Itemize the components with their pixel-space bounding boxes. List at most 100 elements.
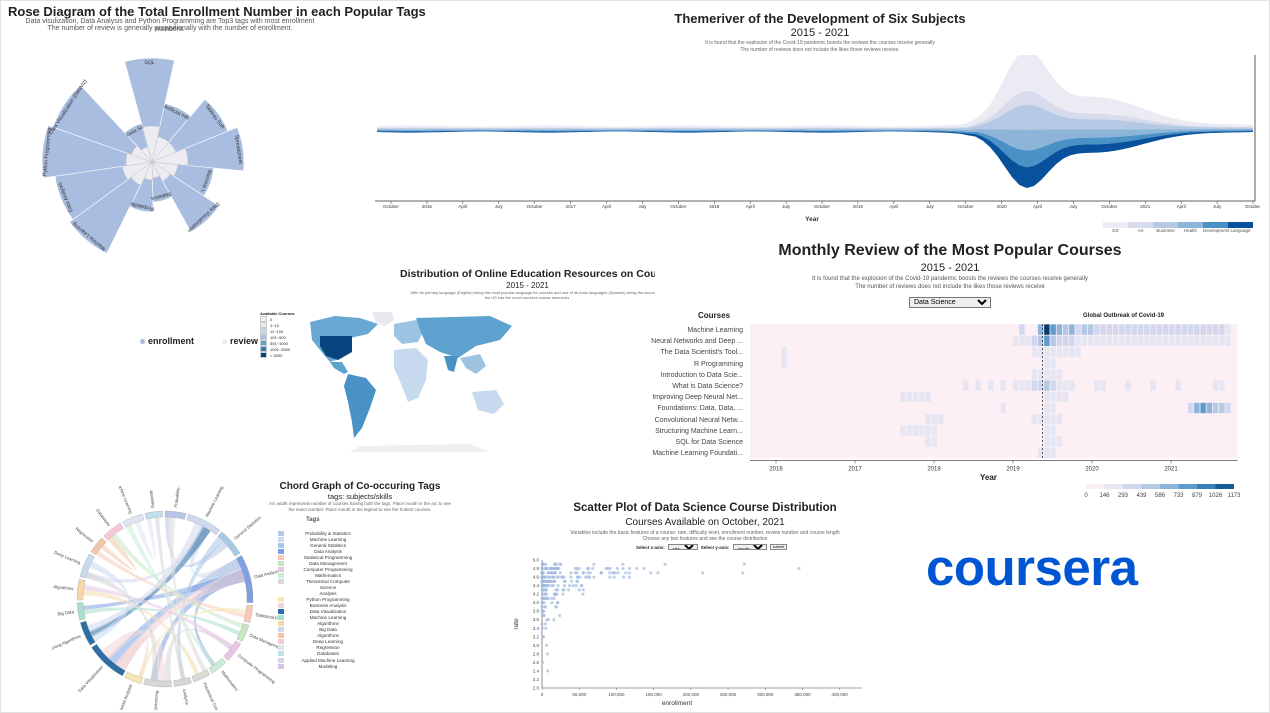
scatter-point[interactable] [545,618,549,622]
heatmap-cell[interactable] [1037,335,1044,346]
scatter-point[interactable] [575,571,579,575]
scatter-point[interactable] [561,588,565,592]
scatter-point[interactable] [553,562,557,566]
heatmap-cell[interactable] [1062,324,1069,335]
scatter-point[interactable] [544,588,548,592]
heatmap-cell[interactable] [1212,335,1219,346]
heatmap-cell[interactable] [1050,358,1056,369]
map-russia-asia[interactable] [416,316,512,358]
scatter-point[interactable] [554,605,558,609]
heatmap-cell[interactable] [1069,335,1075,346]
chord-legend-item[interactable]: Algorithms [278,633,369,639]
map-europe[interactable] [394,320,424,344]
heatmap-cell[interactable] [919,425,925,436]
heatmap-cell[interactable] [1031,380,1038,391]
heatmap-cell[interactable] [1075,335,1081,346]
heatmap-cell[interactable] [1044,414,1050,425]
heatmap-cell[interactable] [1069,346,1075,358]
chord-legend-item[interactable]: Theoretical Computer [278,578,369,584]
chord-arc[interactable] [143,678,172,688]
map-africa[interactable] [394,348,428,402]
scatter-point[interactable] [540,579,545,583]
heatmap-cell[interactable] [1056,335,1063,346]
scatter-point[interactable] [608,575,612,579]
themeriver-layer[interactable] [377,104,1253,131]
rose-review-wedge[interactable] [125,153,153,166]
heatmap-cell[interactable] [1050,436,1056,447]
scatter-point[interactable] [542,613,546,618]
scatter-point[interactable] [552,579,556,583]
heatmap-cell[interactable] [919,391,925,402]
scatter-point[interactable] [544,575,548,579]
chord-arc[interactable] [144,510,163,520]
heatmap-cell[interactable] [1112,324,1119,335]
course-category-dropdown[interactable]: Data Science [909,297,991,308]
chord-arc[interactable] [124,671,143,684]
heatmap-cell[interactable] [1194,402,1200,414]
course-label[interactable]: Neural Networks and Deep ... [651,338,743,346]
heatmap-cell[interactable] [1044,335,1050,346]
heatmap-cell[interactable] [1150,335,1156,346]
chord-legend-item[interactable]: General Statistics [278,542,369,548]
course-label[interactable]: Machine Learning [687,327,743,334]
scatter-point[interactable] [621,562,625,566]
scatter-point[interactable] [549,584,553,588]
rose-enrollment-wedge[interactable] [69,161,153,254]
scatter-point[interactable] [612,575,616,579]
scatter-point[interactable] [556,584,560,588]
scatter-point[interactable] [627,566,632,571]
rose-review-wedge[interactable] [142,125,161,163]
heatmap-cell[interactable] [1044,324,1050,335]
heatmap-cell[interactable] [912,425,919,436]
scatter-point[interactable] [546,596,550,600]
heatmap-cell[interactable] [1137,335,1144,346]
scatter-point[interactable] [649,571,653,575]
rose-legend-review[interactable]: review [222,336,258,346]
chord-legend-item[interactable]: Probability & Statistics [278,530,369,536]
heatmap-cell[interactable] [1125,380,1131,391]
scatter-point[interactable] [700,571,705,575]
heatmap-cell[interactable] [962,380,969,391]
heatmap-cell[interactable] [937,414,944,425]
scatter-point[interactable] [624,571,628,575]
scatter-point[interactable] [741,571,745,575]
heatmap-cell[interactable] [1200,402,1206,414]
scatter-point[interactable] [569,575,573,579]
heatmap-cell[interactable] [1056,436,1063,447]
scatter-point[interactable] [546,669,550,673]
course-label[interactable]: SQL for Data Science [675,438,743,446]
rose-legend-enrollment[interactable]: enrollment [140,336,194,346]
heatmap-cell[interactable] [1012,335,1019,346]
scatter-point[interactable] [797,566,801,571]
chord-arc[interactable] [191,669,211,683]
heatmap-cell[interactable] [1075,324,1081,335]
heatmap-cell[interactable] [1094,335,1100,346]
chord-arc[interactable] [186,514,220,536]
heatmap-cell[interactable] [925,391,931,402]
scatter-point[interactable] [541,588,545,592]
scatter-point[interactable] [581,588,585,592]
rose-review-wedge[interactable] [130,145,153,163]
heatmap-cell[interactable] [1094,380,1100,391]
rose-enrollment-wedge[interactable] [41,125,153,179]
heatmap-cell[interactable] [1206,335,1213,346]
heatmap-cell[interactable] [1200,335,1206,346]
scatter-point[interactable] [540,605,544,609]
chord-arc[interactable] [208,657,227,674]
scatter-point[interactable] [575,575,580,579]
chord-legend-item[interactable]: Analysis [278,590,369,596]
scatter-point[interactable] [543,622,548,626]
scatter-point[interactable] [627,571,631,575]
heatmap-cell[interactable] [900,391,906,402]
heatmap-cell[interactable] [1219,402,1225,414]
chord-arc[interactable] [236,555,254,603]
heatmap-cell[interactable] [1031,369,1038,380]
rose-review-wedge[interactable] [140,146,153,163]
heatmap-cell[interactable] [1019,335,1025,346]
heatmap-cell[interactable] [1056,369,1063,380]
chord-legend-item[interactable]: Mathematics [278,572,369,578]
course-label[interactable]: R Programming [693,360,743,368]
heatmap-cell[interactable] [1050,324,1056,335]
heatmap-cell[interactable] [1212,380,1219,391]
scatter-point[interactable] [557,566,561,571]
